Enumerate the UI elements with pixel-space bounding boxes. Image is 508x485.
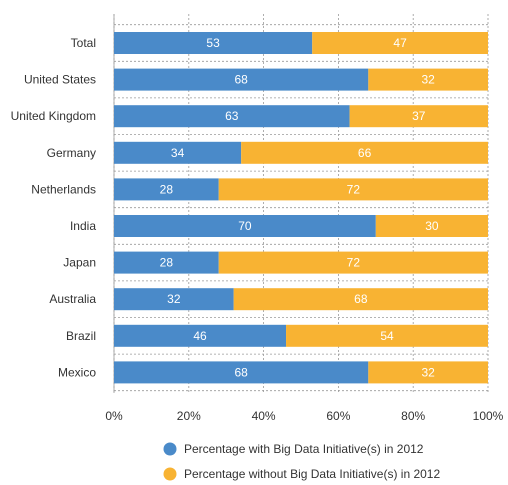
bar-without-initiative	[349, 105, 488, 128]
category-label: Australia	[49, 292, 96, 306]
bar-with-initiative	[114, 68, 369, 91]
x-tick-label: 20%	[177, 409, 201, 423]
bar-value-label: 32	[421, 365, 435, 379]
category-label: Netherlands	[31, 182, 96, 196]
bar-value-label: 53	[206, 36, 220, 50]
bar-without-initiative	[286, 324, 488, 347]
x-tick-label: 40%	[252, 409, 276, 423]
bar-value-label: 68	[354, 292, 368, 306]
legend-label: Percentage without Big Data Initiative(s…	[184, 467, 440, 481]
legend-swatch	[163, 442, 177, 456]
bar-value-label: 28	[160, 182, 174, 196]
bar-without-initiative	[218, 178, 488, 201]
category-label: Brazil	[66, 329, 96, 343]
bar-with-initiative	[114, 361, 369, 384]
bar-with-initiative	[114, 178, 219, 201]
bar-without-initiative	[368, 68, 488, 91]
x-tick-label: 0%	[105, 409, 123, 423]
bar-value-label: 34	[171, 146, 185, 160]
category-label: United States	[24, 73, 96, 87]
bar-value-label: 30	[425, 219, 439, 233]
bar-with-initiative	[114, 215, 376, 237]
bar-value-label: 54	[380, 329, 394, 343]
bar-value-label: 32	[167, 292, 181, 306]
bar-value-label: 46	[193, 329, 207, 343]
bar-value-label: 68	[234, 365, 248, 379]
bar-value-label: 70	[238, 219, 252, 233]
legend-label: Percentage with Big Data Initiative(s) i…	[184, 442, 424, 456]
category-label: Total	[71, 36, 96, 50]
bar-without-initiative	[312, 32, 488, 54]
bars: 53 47 68 32 63 37 34 66 28 72 70 30 28 72 32 68 46 54 68 32	[114, 32, 488, 384]
category-label: Germany	[47, 146, 96, 160]
bar-value-label: 63	[225, 109, 239, 123]
category-label: India	[70, 219, 96, 233]
bar-with-initiative	[114, 324, 287, 347]
bar-value-label: 72	[347, 182, 361, 196]
bar-value-label: 72	[347, 256, 361, 270]
bar-value-label: 32	[421, 73, 435, 87]
category-labels: Total United States United Kingdom Germany N…	[11, 36, 97, 379]
bar-without-initiative	[368, 361, 488, 384]
bar-without-initiative	[241, 141, 488, 164]
x-axis-ticks: 0% 20% 40% 60% 80% 100%	[105, 409, 503, 423]
bar-value-label: 28	[160, 256, 174, 270]
bar-without-initiative	[375, 215, 488, 237]
bar-with-initiative	[114, 141, 242, 164]
x-tick-label: 60%	[326, 409, 350, 423]
legend: Percentage with Big Data Initiative(s) i…	[163, 442, 440, 481]
bar-value-label: 68	[234, 73, 248, 87]
bar-without-initiative	[218, 251, 488, 274]
bar-value-label: 37	[412, 109, 426, 123]
bar-with-initiative	[114, 288, 234, 311]
category-label: United Kingdom	[11, 109, 96, 123]
x-tick-label: 100%	[473, 409, 504, 423]
bar-value-label: 66	[358, 146, 372, 160]
bar-with-initiative	[114, 32, 313, 54]
category-label: Mexico	[58, 365, 96, 379]
legend-swatch	[163, 467, 177, 481]
bar-value-label: 47	[393, 36, 407, 50]
bar-with-initiative	[114, 251, 219, 274]
category-label: Japan	[63, 256, 96, 270]
bar-without-initiative	[233, 288, 488, 311]
bar-with-initiative	[114, 105, 350, 128]
x-tick-label: 80%	[401, 409, 425, 423]
